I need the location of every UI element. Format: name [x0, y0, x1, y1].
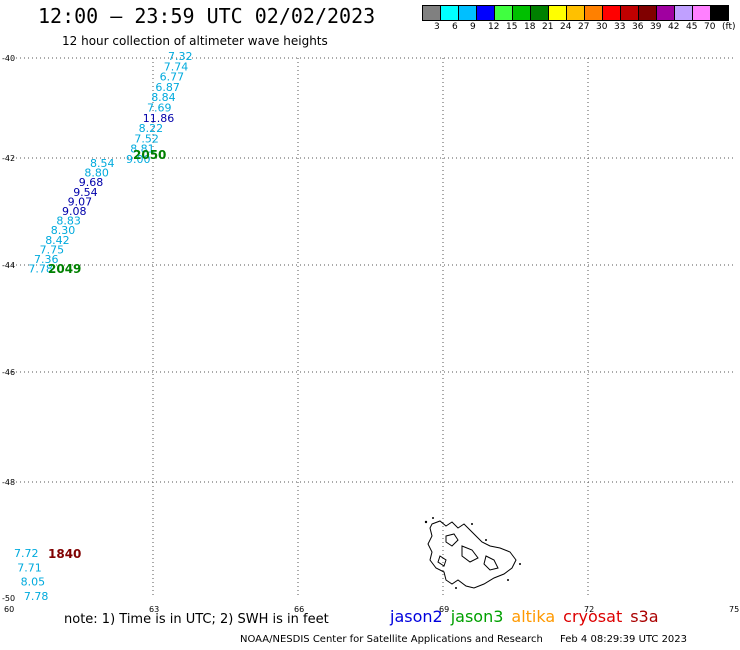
legend-swatch [674, 5, 692, 21]
legend-label: 24 [560, 22, 572, 32]
wave-height-value: 8.30 [51, 224, 76, 237]
legend-label: 27 [578, 22, 590, 32]
wave-height-value: 9.68 [79, 176, 104, 189]
legend-label: 21 [542, 22, 554, 32]
legend-label: 9 [470, 22, 476, 32]
wave-height-value: 8.54 [90, 157, 115, 170]
wave-height-value: 9.07 [68, 195, 93, 208]
map-title: 12:00 – 23:59 UTC 02/02/2023 [38, 4, 376, 28]
longitude-label: 72 [584, 605, 594, 614]
wave-height-value: 7.32 [168, 50, 193, 63]
legend-swatch [548, 5, 566, 21]
altimeter-tracks: 7.327.746.776.878.847.6911.868.227.528.8… [14, 50, 193, 603]
map-subtitle: 12 hour collection of altimeter wave hei… [62, 34, 328, 48]
legend-swatch [440, 5, 458, 21]
latitude-label: -46 [2, 368, 15, 377]
latitude-label: -48 [2, 478, 15, 487]
footer-timestamp: Feb 4 08:29:39 UTC 2023 [560, 634, 688, 645]
satellite-name: s3a [630, 607, 659, 626]
legend-swatch [620, 5, 638, 21]
wave-height-value: 7.75 [40, 243, 65, 256]
latitude-label: -44 [2, 261, 15, 270]
footer: NOAA/NESDIS Center for Satellite Applica… [240, 634, 687, 645]
color-legend [422, 5, 729, 21]
latitude-label: -50 [2, 594, 15, 603]
altimeter-pass: 8.548.809.689.549.079.088.838.308.427.75… [28, 157, 114, 276]
wave-height-value: 8.42 [45, 234, 69, 247]
legend-swatch [566, 5, 584, 21]
wave-height-value: 8.05 [21, 576, 45, 589]
wave-height-value: 8.84 [151, 91, 176, 104]
legend-label: 15 [506, 22, 518, 32]
wave-height-value: 7.74 [164, 60, 189, 73]
units-note: note: 1) Time is in UTC; 2) SWH is in fe… [64, 612, 329, 627]
legend-swatch [512, 5, 530, 21]
longitude-label: 66 [294, 605, 304, 614]
legend-label: 18 [524, 22, 536, 32]
legend-label: 70 [704, 22, 716, 32]
wave-height-value: 8.83 [56, 215, 81, 228]
footer-credit: NOAA/NESDIS Center for Satellite Applica… [240, 634, 543, 645]
legend-swatch [494, 5, 512, 21]
wave-height-value: 9.08 [62, 205, 87, 218]
satellite-name: jason2 [390, 607, 443, 626]
legend-label: 12 [488, 22, 500, 32]
longitude-label: 63 [149, 605, 159, 614]
axis-labels: -40 -42 -44 -46 -48 -50 60 63 66 69 72 75 [2, 54, 739, 614]
wave-height-value: 6.77 [160, 71, 185, 84]
legend-swatch [476, 5, 494, 21]
legend-swatch [638, 5, 656, 21]
longitude-label: 69 [439, 605, 449, 614]
wave-height-value: 8.80 [84, 167, 109, 180]
wave-height-value: 8.22 [139, 122, 164, 135]
legend-label: 45 [686, 22, 698, 32]
legend-label: (ft) [722, 22, 736, 32]
latitude-label: -42 [2, 154, 15, 163]
satellite-name: jason3 [450, 607, 504, 626]
wave-height-value: 8.81 [130, 143, 155, 156]
satellite-name: altika [511, 607, 556, 626]
pass-time-label: 2050 [133, 148, 166, 162]
legend-label: 6 [452, 22, 458, 32]
legend-label: 3 [434, 22, 440, 32]
wave-height-value: 7.78 [28, 263, 53, 276]
pass-time-label: 2049 [48, 262, 81, 276]
wave-height-value: 9.54 [73, 186, 98, 199]
wave-height-value: 7.52 [134, 132, 159, 145]
altimeter-pass: 7.727.71 8.057.78 1840 [14, 547, 81, 603]
wave-height-value: 7.78 [24, 590, 49, 603]
legend-swatch [422, 5, 440, 21]
legend-swatch [692, 5, 710, 21]
legend-swatch [458, 5, 476, 21]
legend-label: 33 [614, 22, 626, 32]
wave-height-value: 11.86 [143, 112, 175, 125]
latitude-label: -40 [2, 54, 15, 63]
longitude-label: 75 [729, 605, 739, 614]
legend-label: 36 [632, 22, 644, 32]
wave-height-value: 7.36 [34, 253, 59, 266]
pass-time-label: 1840 [48, 547, 81, 561]
legend-swatch [602, 5, 620, 21]
altimeter-pass: 7.327.746.776.878.847.6911.868.227.528.8… [126, 50, 193, 166]
legend-label: 30 [596, 22, 608, 32]
longitude-label: 60 [4, 605, 14, 614]
legend-label: 39 [650, 22, 662, 32]
map-grid [8, 57, 733, 598]
island-outline [424, 517, 521, 589]
legend-swatch [530, 5, 548, 21]
satellite-legend: jason2 jason3 altika cryosat s3a [390, 607, 667, 626]
wave-height-value: 7.71 [17, 561, 42, 574]
legend-swatch [656, 5, 674, 21]
wave-height-value: 6.87 [155, 81, 180, 94]
wave-height-value: 9.00 [126, 153, 151, 166]
satellite-name: cryosat [563, 607, 623, 626]
wave-height-value: 7.69 [147, 102, 172, 115]
legend-swatch [584, 5, 602, 21]
legend-label: 42 [668, 22, 680, 32]
wave-height-value: 7.72 [14, 547, 39, 560]
legend-swatch [710, 5, 729, 21]
